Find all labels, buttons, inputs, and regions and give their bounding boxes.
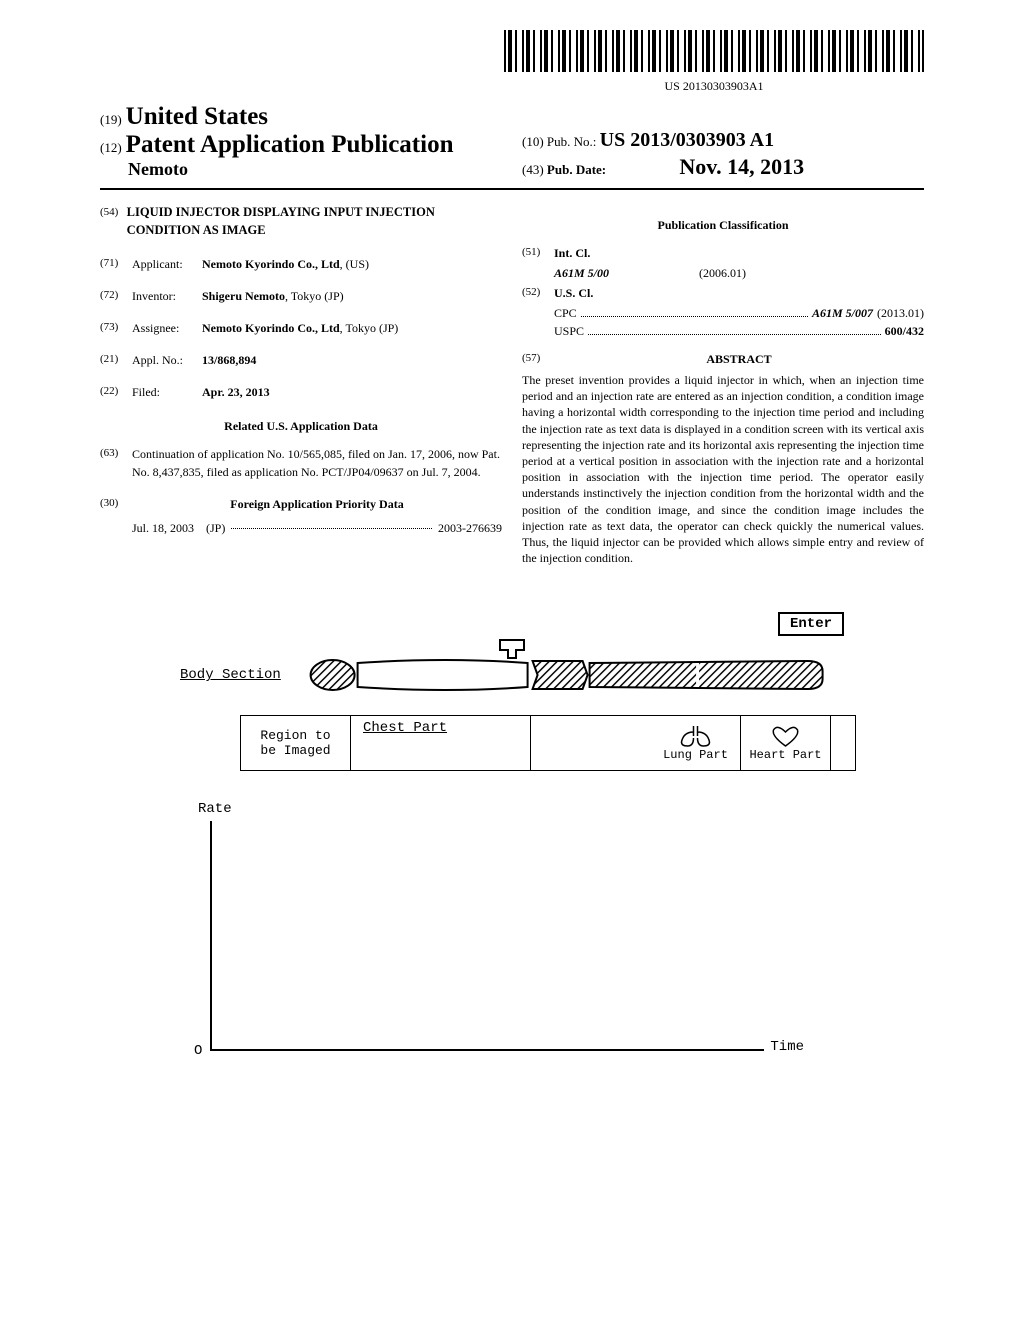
cpc-val: A61M 5/007 [812, 304, 873, 322]
prefix-19: (19) [100, 112, 122, 127]
heart-label: Heart Part [747, 748, 824, 762]
priority-num: 2003-276639 [438, 519, 502, 537]
figure: Enter Body Section [100, 616, 924, 1051]
pub-date-label: Pub. Date: [547, 162, 606, 177]
f22-val: Apr. 23, 2013 [202, 383, 502, 401]
body-section-label: Body Section [180, 667, 281, 683]
cpc-label: CPC [554, 304, 577, 322]
class-header: Publication Classification [522, 216, 924, 234]
right-column: Publication Classification (51) Int. Cl.… [522, 204, 924, 566]
rate-axis-label: Rate [198, 801, 844, 817]
f63-text: Continuation of application No. 10/565,0… [132, 445, 502, 481]
f21-num: (21) [100, 351, 132, 369]
cpc-fill [581, 308, 808, 317]
prefix-10: (10) [522, 134, 544, 149]
f54-title: LIQUID INJECTOR DISPLAYING INPUT INJECTI… [127, 204, 502, 239]
f72-num: (72) [100, 287, 132, 305]
prefix-43: (43) [522, 162, 544, 177]
f51-label: Int. Cl. [554, 244, 590, 262]
f51-year: (2006.01) [699, 264, 746, 282]
abstract-text: The preset invention provides a liquid i… [522, 372, 924, 566]
heart-part-button[interactable]: Heart Part [741, 716, 831, 770]
abstract-label: ABSTRACT [554, 350, 924, 368]
pub-no-value: US 2013/0303903 A1 [600, 129, 774, 151]
body-diagram-icon [291, 655, 844, 695]
f51-code: A61M 5/00 [554, 264, 609, 282]
f71-val: Nemoto Kyorindo Co., Ltd [202, 257, 340, 271]
barcode-graphic [504, 30, 924, 72]
heart-icon [747, 724, 824, 748]
f21-val: 13/868,894 [202, 351, 502, 369]
f73-num: (73) [100, 319, 132, 337]
pub-no-label: Pub. No.: [547, 134, 596, 149]
priority-cc: (JP) [206, 519, 225, 537]
header: (19) United States (12) Patent Applicati… [100, 103, 924, 180]
lung-part-button[interactable]: Lung Part [651, 716, 741, 770]
header-author: Nemoto [100, 159, 502, 180]
chest-part-label: Chest Part [351, 716, 531, 770]
enter-button[interactable]: Enter [778, 612, 844, 636]
f57-num: (57) [522, 350, 554, 368]
barcode-area: US 20130303903A1 [100, 30, 924, 95]
pub-date-value: Nov. 14, 2013 [609, 154, 804, 179]
f71-num: (71) [100, 255, 132, 273]
region-label: Region to be Imaged [241, 716, 351, 770]
priority-date: Jul. 18, 2003 [132, 519, 194, 537]
chart-area: Rate O Time [180, 801, 844, 1051]
barcode-text: US 20130303903A1 [504, 79, 924, 94]
left-column: (54) LIQUID INJECTOR DISPLAYING INPUT IN… [100, 204, 502, 566]
end-cell [831, 716, 855, 770]
uspc-val: 600/432 [885, 322, 924, 340]
f72-loc: , Tokyo (JP) [285, 289, 344, 303]
f63-num: (63) [100, 445, 132, 481]
country: United States [126, 103, 268, 130]
pub-type: Patent Application Publication [126, 131, 454, 158]
uspc-label: USPC [554, 322, 584, 340]
f73-val: Nemoto Kyorindo Co., Ltd [202, 321, 340, 335]
f52-num: (52) [522, 284, 554, 302]
lung-label: Lung Part [657, 748, 734, 762]
f51-num: (51) [522, 244, 554, 262]
header-divider [100, 188, 924, 190]
cpc-year: (2013.01) [877, 304, 924, 322]
f73-label: Assignee: [132, 319, 202, 337]
spacer-cell [531, 716, 651, 770]
f72-label: Inventor: [132, 287, 202, 305]
f22-label: Filed: [132, 383, 202, 401]
region-selector: Region to be Imaged Chest Part Lung Part… [240, 715, 856, 771]
chart-box [210, 821, 764, 1051]
f71-label: Applicant: [132, 255, 202, 273]
f73-loc: , Tokyo (JP) [340, 321, 399, 335]
prefix-12: (12) [100, 140, 122, 155]
f52-label: U.S. Cl. [554, 284, 593, 302]
f71-loc: , (US) [340, 257, 369, 271]
uspc-fill [588, 326, 881, 335]
foreign-header: Foreign Application Priority Data [132, 495, 502, 513]
related-header: Related U.S. Application Data [100, 417, 502, 435]
time-axis-label: Time [770, 1039, 804, 1055]
f54-num: (54) [100, 204, 127, 239]
chart-origin: O [194, 1043, 202, 1059]
f22-num: (22) [100, 383, 132, 401]
f30-num: (30) [100, 495, 132, 513]
f21-label: Appl. No.: [132, 351, 202, 369]
priority-leader [231, 519, 432, 529]
f72-val: Shigeru Nemoto [202, 289, 285, 303]
lung-icon [657, 724, 734, 748]
